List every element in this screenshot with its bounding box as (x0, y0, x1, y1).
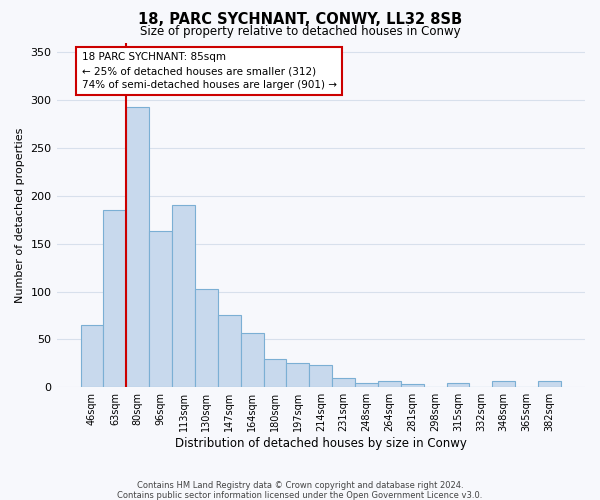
Bar (80, 325, 103, 388)
Bar (355, 382, 378, 388)
Bar (195, 288, 218, 388)
Bar (103, 210, 127, 388)
Bar (310, 366, 332, 388)
Bar (286, 364, 310, 388)
Bar (446, 382, 469, 388)
Bar (127, 106, 149, 388)
Bar (538, 380, 561, 388)
Bar (332, 378, 355, 388)
Bar (218, 314, 241, 388)
Text: Size of property relative to detached houses in Conwy: Size of property relative to detached ho… (140, 25, 460, 38)
Text: Contains public sector information licensed under the Open Government Licence v3: Contains public sector information licen… (118, 491, 482, 500)
Bar (172, 206, 195, 388)
Bar (149, 231, 172, 388)
Bar (263, 358, 286, 388)
X-axis label: Distribution of detached houses by size in Conwy: Distribution of detached houses by size … (175, 437, 467, 450)
Text: 18 PARC SYCHNANT: 85sqm
← 25% of detached houses are smaller (312)
74% of semi-d: 18 PARC SYCHNANT: 85sqm ← 25% of detache… (82, 52, 337, 90)
Bar (378, 380, 401, 388)
Bar (493, 380, 515, 388)
Bar (401, 384, 424, 388)
Bar (241, 332, 263, 388)
Text: Contains HM Land Registry data © Crown copyright and database right 2024.: Contains HM Land Registry data © Crown c… (137, 481, 463, 490)
Y-axis label: Number of detached properties: Number of detached properties (15, 127, 25, 302)
Text: 18, PARC SYCHNANT, CONWY, LL32 8SB: 18, PARC SYCHNANT, CONWY, LL32 8SB (138, 12, 462, 28)
